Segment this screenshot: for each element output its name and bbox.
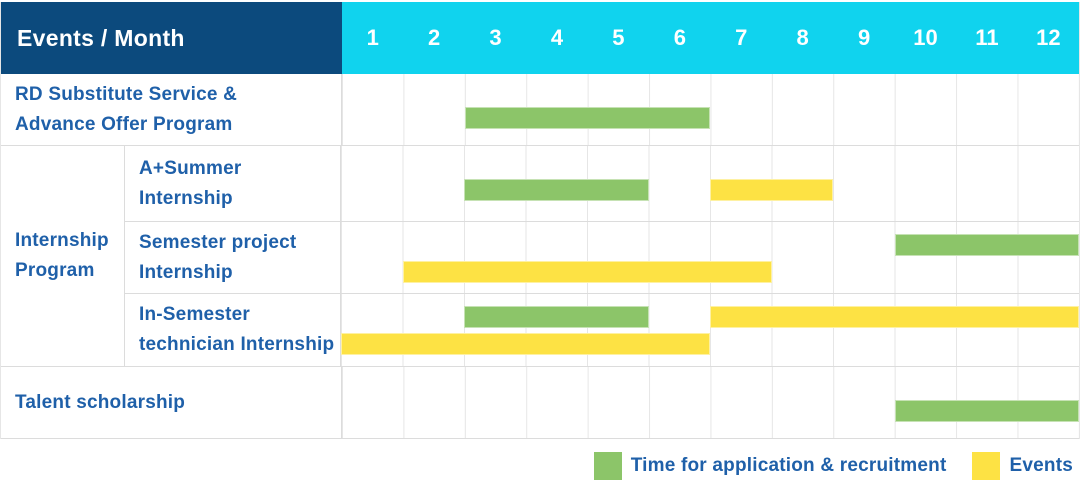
month-header-6: 6 — [673, 25, 686, 50]
legend-label-events: Events — [1009, 455, 1073, 476]
application-bar — [894, 400, 1079, 422]
month-header-7: 7 — [735, 25, 748, 50]
application-bar — [894, 234, 1079, 256]
green-swatch-icon — [593, 452, 622, 480]
month-header-3: 3 — [489, 25, 502, 50]
month-header-strip: 1 2 3 4 5 6 7 8 9 10 11 12 — [342, 2, 1079, 74]
legend: Time for application & recruitment Event… — [593, 452, 1073, 480]
month-header-11: 11 — [975, 25, 999, 50]
chart-area-semester-project-internship — [341, 222, 1079, 293]
month-header-5: 5 — [612, 25, 625, 50]
month-header-12: 12 — [1036, 25, 1061, 50]
row-label-line: Advance Offer Program — [15, 113, 233, 135]
gantt-chart: Events / Month 1 2 3 4 5 6 7 8 9 10 11 12 RD Substi… — [0, 2, 1080, 439]
row-in-semester-technician-internship: In-Semester technician Internship — [125, 294, 1079, 366]
row-label-line: A+Summer — [139, 157, 242, 179]
month-header-4: 4 — [550, 25, 564, 50]
application-bar — [464, 107, 711, 129]
row-label-line: In-Semester — [139, 304, 250, 325]
chart-area-a-summer-internship — [341, 146, 1079, 221]
legend-item-application: Time for application & recruitment — [593, 452, 947, 480]
month-header-2: 2 — [428, 25, 441, 50]
row-label-line: Internship — [139, 261, 233, 283]
month-header-10: 10 — [913, 25, 938, 50]
row-label-in-semester-technician-internship: In-Semester technician Internship — [125, 294, 341, 366]
row-label-semester-project-internship: Semester project Internship — [125, 222, 341, 293]
row-a-summer-internship: A+Summer Internship — [125, 146, 1079, 222]
group-label-line: Internship — [15, 230, 109, 251]
row-label-a-summer-internship: A+Summer Internship — [125, 146, 341, 221]
row-label-line: Talent scholarship — [15, 391, 186, 413]
legend-label-application: Time for application & recruitment — [630, 455, 947, 476]
yellow-swatch-icon — [972, 452, 1001, 480]
header-row: Events / Month 1 2 3 4 5 6 7 8 9 10 11 12 — [1, 2, 1079, 74]
month-header-9: 9 — [857, 25, 871, 50]
row-label-line: technician Internship — [139, 334, 335, 355]
chart-area-in-semester-technician-internship — [341, 294, 1079, 366]
events-bar — [710, 306, 1079, 328]
month-header-8: 8 — [796, 25, 809, 50]
row-label-rd-substitute: RD Substitute Service & Advance Offer Pr… — [1, 74, 342, 145]
row-rd-substitute: RD Substitute Service & Advance Offer Pr… — [1, 74, 1079, 146]
group-internship-program: Internship Program A+Summer Internship S… — [1, 146, 1079, 367]
group-label-line: Program — [15, 260, 95, 281]
events-bar — [710, 179, 833, 201]
application-bar — [464, 179, 649, 201]
chart-area-rd-substitute — [342, 74, 1079, 145]
chart-area-talent-scholarship — [342, 367, 1079, 438]
group-rows: A+Summer Internship Semester project Int… — [125, 146, 1079, 366]
application-bar — [464, 306, 649, 328]
events-bar — [402, 261, 772, 283]
events-month-header: Events / Month — [1, 2, 342, 74]
legend-item-events: Events — [972, 452, 1073, 480]
month-header-1: 1 — [366, 25, 379, 50]
events-bar — [341, 333, 710, 355]
row-label-talent-scholarship: Talent scholarship — [1, 367, 342, 438]
group-label-internship-program: Internship Program — [1, 146, 125, 366]
row-label-line: Internship — [139, 187, 233, 209]
row-semester-project-internship: Semester project Internship — [125, 222, 1079, 294]
row-talent-scholarship: Talent scholarship — [1, 367, 1079, 439]
row-label-line: Semester project — [139, 231, 297, 253]
row-label-line: RD Substitute Service & — [15, 83, 238, 105]
